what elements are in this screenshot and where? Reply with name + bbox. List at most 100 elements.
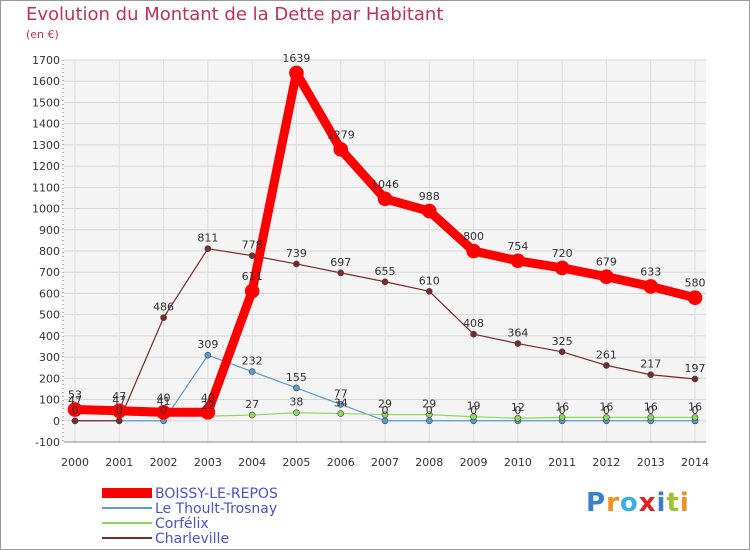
x-tick-label: 2004: [238, 456, 266, 469]
data-point: [377, 191, 393, 207]
logo-letter: t: [666, 488, 680, 518]
y-tick-label: 1200: [32, 160, 60, 173]
data-point: [558, 414, 566, 421]
data-label: 16: [688, 400, 702, 413]
data-point: [115, 417, 123, 425]
y-tick-label: 500: [39, 309, 60, 322]
data-point: [691, 414, 699, 421]
data-point: [200, 404, 216, 420]
data-point: [337, 269, 345, 277]
data-point: [603, 362, 610, 369]
x-tick-label: 2012: [592, 456, 620, 469]
data-point: [71, 417, 79, 425]
data-label: 34: [334, 397, 348, 410]
data-point: [381, 411, 389, 418]
legend-label: BOISSY-LE-REPOS: [155, 486, 278, 502]
data-label: 16: [644, 400, 658, 413]
data-label: 261: [596, 348, 617, 361]
y-tick-label: 200: [39, 372, 60, 385]
data-point: [293, 384, 300, 392]
data-point: [160, 314, 167, 321]
data-label: 0: [72, 404, 79, 417]
y-tick-label: 1600: [32, 75, 60, 88]
data-label: 19: [467, 400, 481, 413]
data-point: [425, 288, 433, 295]
data-point: [510, 253, 526, 269]
x-tick-label: 2009: [460, 456, 488, 469]
data-label: 0: [692, 404, 699, 417]
x-tick-label: 2003: [194, 456, 222, 469]
logo-letter: i: [656, 488, 667, 518]
x-tick-label: 2011: [548, 456, 576, 469]
y-tick-label: 1300: [32, 139, 60, 152]
data-label: 197: [685, 362, 706, 375]
data-point: [558, 348, 566, 356]
data-point: [337, 410, 345, 417]
data-point: [248, 252, 256, 259]
data-label: 41: [157, 395, 171, 408]
data-label: 16: [599, 400, 613, 413]
legend-label: Charleville: [155, 531, 229, 547]
data-point: [333, 142, 349, 157]
data-label: 217: [640, 358, 661, 371]
data-label: 633: [640, 265, 661, 278]
data-label: 53: [68, 389, 82, 402]
x-tick-label: 2000: [61, 456, 89, 469]
chart-subtitle: (en €): [26, 28, 59, 41]
data-label: 38: [289, 396, 303, 409]
data-point: [514, 340, 522, 347]
y-tick-label: 300: [39, 351, 60, 364]
y-tick-label: 1700: [32, 54, 60, 67]
data-point: [647, 371, 655, 379]
y-tick-label: 900: [39, 224, 60, 237]
x-tick-label: 2008: [415, 456, 443, 469]
data-label: 778: [242, 239, 263, 252]
x-tick-label: 2010: [504, 456, 532, 469]
data-point: [425, 411, 433, 418]
data-label: 408: [463, 317, 484, 330]
data-point: [204, 351, 212, 359]
data-point: [470, 330, 477, 338]
x-tick-label: 2001: [105, 456, 133, 469]
logo-letter: P: [586, 488, 607, 518]
data-point: [293, 260, 300, 268]
data-label: 47: [112, 390, 126, 403]
data-point: [599, 269, 614, 284]
data-label: 800: [463, 230, 484, 243]
logo-letter: r: [606, 488, 620, 518]
data-point: [381, 278, 389, 286]
data-point: [514, 414, 522, 422]
data-label: 29: [422, 398, 436, 411]
data-label: 47: [112, 394, 126, 407]
data-point: [248, 411, 256, 419]
data-label: 655: [375, 265, 396, 278]
x-tick-label: 2005: [282, 456, 310, 469]
data-point: [421, 203, 437, 219]
legend-label: Le Thoult-Trosnay: [155, 501, 277, 517]
data-point: [643, 279, 659, 294]
data-label: 0: [603, 404, 610, 417]
data-label: 0: [382, 404, 389, 417]
data-point: [466, 243, 481, 259]
data-point: [337, 401, 345, 408]
y-tick-label: 700: [39, 266, 60, 279]
data-label: 0: [647, 404, 654, 417]
data-label: 309: [197, 338, 218, 351]
data-label: 232: [242, 355, 263, 368]
x-tick-label: 2013: [637, 456, 665, 469]
data-label: 0: [116, 404, 123, 417]
logo-letter: x: [638, 488, 657, 518]
y-tick-label: 1500: [32, 96, 60, 109]
data-label: 610: [419, 274, 440, 287]
data-point: [67, 402, 83, 417]
data-label: 1279: [327, 128, 355, 141]
x-tick-label: 2014: [681, 456, 709, 469]
data-point: [289, 65, 304, 81]
data-point: [691, 375, 699, 383]
y-tick-label: 800: [39, 245, 60, 258]
data-point: [111, 403, 127, 419]
data-label: 0: [514, 404, 521, 417]
y-tick-label: 1000: [32, 203, 60, 216]
data-label: 611: [242, 270, 263, 283]
